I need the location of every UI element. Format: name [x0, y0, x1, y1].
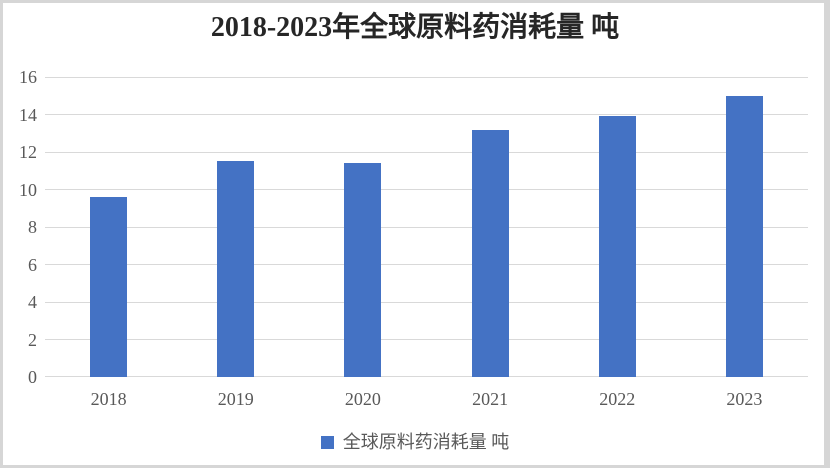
x-tick-label-2018: 2018	[90, 389, 127, 409]
x-axis: 2018 2019 2020 2021 2022 2023	[45, 390, 808, 410]
y-tick-label-14: 14	[19, 104, 37, 125]
x-tick-label-2022: 2022	[599, 389, 636, 409]
gridline-12	[45, 151, 808, 153]
bar-2019	[217, 161, 255, 377]
bar-2022	[598, 116, 636, 377]
bar-2023	[725, 95, 763, 377]
y-tick-label-10: 10	[19, 179, 37, 200]
y-tick-label-8: 8	[28, 217, 37, 237]
gridline-10	[45, 189, 808, 190]
gridline-6	[45, 264, 808, 265]
x-tick-label-2021: 2021	[472, 389, 509, 409]
y-axis: 0 2 4 6 8 10 12 14 16	[0, 68, 37, 386]
chart-title: 2018-2023年全球原料药消耗量 吨	[210, 12, 620, 43]
x-tick-label-2023: 2023	[726, 389, 763, 409]
bar-2020	[344, 163, 382, 377]
gridline-8	[45, 226, 808, 228]
y-tick-label-2: 2	[28, 329, 37, 350]
y-tick-label-16: 16	[19, 67, 37, 87]
legend-label: 全球原料药消耗量 吨	[342, 432, 510, 452]
gridline-16	[45, 76, 808, 78]
bar-2021	[471, 129, 509, 377]
x-tick-label-2020: 2020	[344, 389, 381, 409]
legend: 全球原料药消耗量 吨	[0, 433, 830, 451]
x-tick-label-2019: 2019	[217, 389, 254, 409]
bar-2018	[90, 197, 128, 377]
gridline-0	[45, 376, 808, 377]
legend-swatch-icon	[320, 435, 334, 449]
gridline-4	[45, 301, 808, 303]
gridline-14	[45, 114, 808, 115]
y-tick-label-12: 12	[19, 142, 37, 162]
gridline-2	[45, 339, 808, 340]
y-tick-label-4: 4	[28, 292, 37, 312]
y-tick-label-6: 6	[28, 254, 37, 275]
y-tick-label-0: 0	[28, 367, 37, 387]
plot-area	[45, 76, 808, 377]
